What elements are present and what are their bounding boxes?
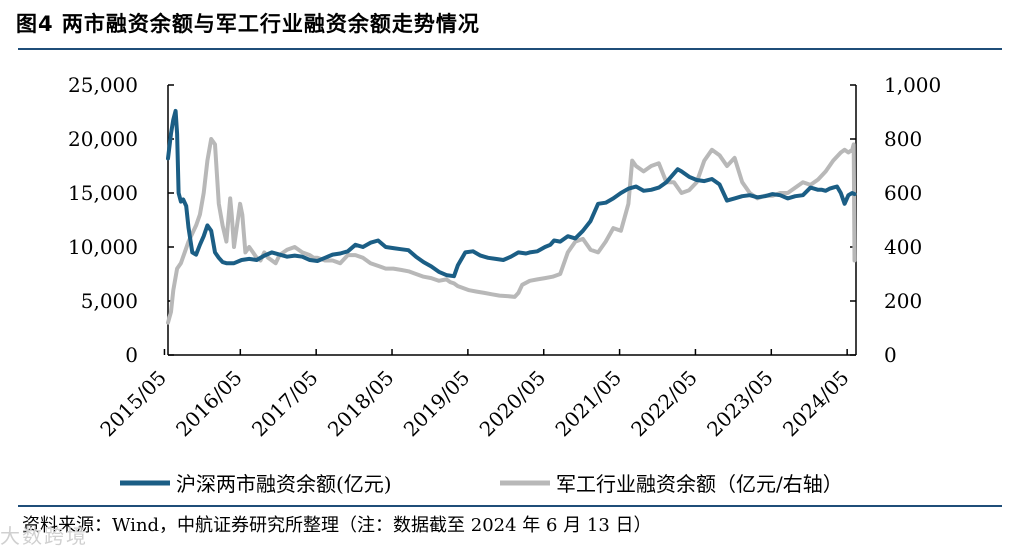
y-left-tick-label: 15,000 [68,181,138,205]
x-tick-label: 2015/05 [95,366,171,442]
bottom-rule [18,505,1002,507]
y-right-tick-label: 400 [884,235,922,259]
chart: 0 5,000 10,000 15,000 20,000 25,000 0 200 400 600… [68,73,941,496]
y-left-tick-label: 20,000 [68,127,138,151]
x-tick-label: 2020/05 [475,366,551,442]
y-right-tick-label: 200 [884,289,922,313]
y-left-tick-label: 5,000 [81,289,138,313]
x-tick-label: 2017/05 [247,366,323,442]
y-right-tick-label: 600 [884,181,922,205]
x-tick-label: 2022/05 [626,366,702,442]
top-rule [18,48,1002,50]
y-left-tick-label: 10,000 [68,235,138,259]
y-left-tick-label: 0 [125,343,138,367]
source-note: 资料来源：Wind，中航证券研究所整理（注：数据截至 2024 年 6 月 13… [22,515,652,536]
watermark: 大数跨境 [0,524,88,548]
x-tick-label: 2019/05 [399,366,475,442]
y-right-tick-label: 1,000 [884,73,941,97]
x-tick-label: 2016/05 [171,366,247,442]
y-left-tick-label: 25,000 [68,73,138,97]
x-tick-label: 2024/05 [778,366,854,442]
x-tick-label: 2023/05 [702,366,778,442]
series-line-military-financing [166,137,857,325]
y-right-tick-label: 0 [884,343,897,367]
legend-label: 军工行业融资余额（亿元/右轴） [556,472,843,496]
y-right-tick-label: 800 [884,127,922,151]
x-tick-label: 2018/05 [323,366,399,442]
legend-label: 沪深两市融资余额(亿元) [176,472,392,496]
series-line-market-financing [166,108,857,279]
x-tick-label: 2021/05 [550,366,626,442]
figure-title: 图4 两市融资余额与军工行业融资余额走势情况 [16,12,480,36]
